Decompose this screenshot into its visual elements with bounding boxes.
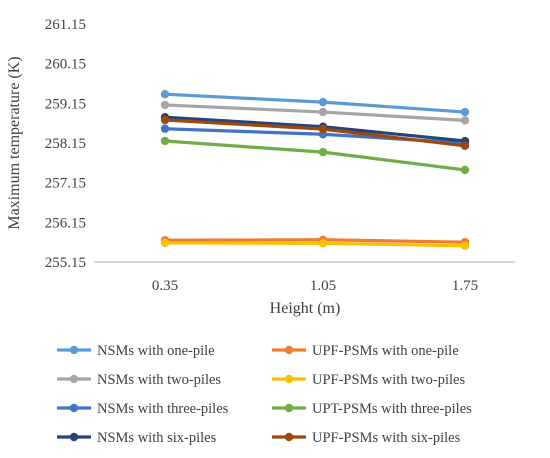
- data-point: [318, 97, 328, 107]
- legend-label: UPF-PSMs with six-piles: [312, 430, 461, 446]
- legend-swatch-marker: [69, 432, 79, 442]
- data-point: [460, 116, 470, 125]
- series-1: [160, 90, 470, 117]
- y-tick-label: 261.15: [45, 17, 86, 33]
- legend-item: NSMs with one-pile: [57, 343, 215, 359]
- legend: NSMs with one-pile UPF-PSMs with one-pile…: [57, 343, 472, 446]
- y-tick-label: 257.15: [45, 176, 86, 192]
- data-point: [318, 239, 328, 248]
- data-point: [460, 141, 470, 150]
- y-axis-ticks: 255.15 256.15 257.15 258.15 259.15 260.15 261.…: [45, 17, 86, 271]
- legend-swatch-marker: [284, 374, 294, 384]
- legend-item: NSMs with six-piles: [57, 430, 217, 446]
- legend-label: UPF-PSMs with two-piles: [312, 372, 465, 388]
- legend-label: NSMs with two-piles: [97, 372, 221, 388]
- data-point: [318, 147, 328, 157]
- x-axis-title: Height (m): [270, 300, 341, 317]
- series-3: [160, 100, 470, 125]
- series-line: [164, 92, 466, 114]
- series-6: [160, 136, 470, 175]
- x-tick-label: 0.35: [152, 278, 178, 294]
- y-tick-label: 256.15: [45, 215, 86, 231]
- y-tick-label: 255.15: [45, 255, 86, 271]
- series-4: [160, 238, 470, 250]
- y-tick-label: 258.15: [45, 136, 86, 152]
- data-point: [318, 107, 328, 117]
- legend-swatch-marker: [284, 345, 294, 355]
- legend-label: NSMs with one-pile: [97, 343, 215, 359]
- series-8: [160, 115, 470, 150]
- legend-label: NSMs with six-piles: [97, 430, 217, 446]
- legend-swatch-marker: [69, 345, 79, 355]
- y-axis-title: Maximum temperature (K): [6, 56, 23, 229]
- data-point: [318, 124, 328, 134]
- legend-swatch-marker: [69, 374, 79, 384]
- legend-label: UPT-PSMs with three-piles: [312, 401, 472, 417]
- data-point: [460, 241, 470, 250]
- y-tick-label: 259.15: [45, 96, 86, 112]
- legend-item: UPF-PSMs with six-piles: [272, 430, 461, 446]
- legend-swatch-marker: [284, 432, 294, 442]
- legend-swatch-marker: [69, 403, 79, 413]
- series-line: [164, 139, 466, 172]
- legend-label: NSMs with three-piles: [97, 401, 229, 417]
- legend-item: NSMs with two-piles: [57, 372, 221, 388]
- data-point: [160, 136, 170, 146]
- data-point: [160, 124, 170, 133]
- legend-item: UPF-PSMs with one-pile: [272, 343, 459, 359]
- legend-swatch-marker: [284, 403, 294, 413]
- data-point: [160, 238, 170, 248]
- legend-item: NSMs with three-piles: [57, 401, 229, 417]
- x-axis-ticks: 0.35 1.05 1.75: [152, 278, 478, 294]
- x-tick-label: 1.75: [452, 278, 478, 294]
- y-tick-label: 260.15: [45, 57, 86, 73]
- series-line: [164, 241, 466, 248]
- data-point: [160, 115, 170, 125]
- series-line: [164, 103, 466, 122]
- data-point: [160, 90, 170, 99]
- data-point: [460, 165, 470, 175]
- legend-item: UPF-PSMs with two-piles: [272, 372, 465, 388]
- x-tick-label: 1.05: [310, 278, 336, 294]
- legend-label: UPF-PSMs with one-pile: [312, 343, 459, 359]
- data-point: [160, 100, 170, 110]
- legend-item: UPT-PSMs with three-piles: [272, 401, 472, 417]
- data-point: [460, 107, 470, 117]
- series-layer: [160, 90, 470, 250]
